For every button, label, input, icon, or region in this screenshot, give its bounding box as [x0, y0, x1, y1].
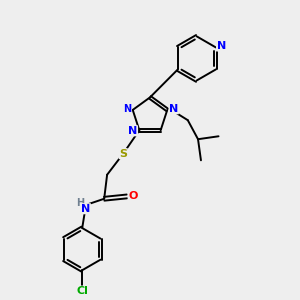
Text: N: N: [128, 126, 137, 136]
Text: H: H: [76, 198, 84, 208]
Text: N: N: [169, 104, 178, 114]
Text: N: N: [217, 41, 226, 51]
Text: N: N: [123, 104, 131, 114]
Text: O: O: [128, 191, 138, 201]
Text: S: S: [119, 149, 127, 159]
Text: Cl: Cl: [76, 286, 88, 296]
Text: N: N: [81, 204, 90, 214]
